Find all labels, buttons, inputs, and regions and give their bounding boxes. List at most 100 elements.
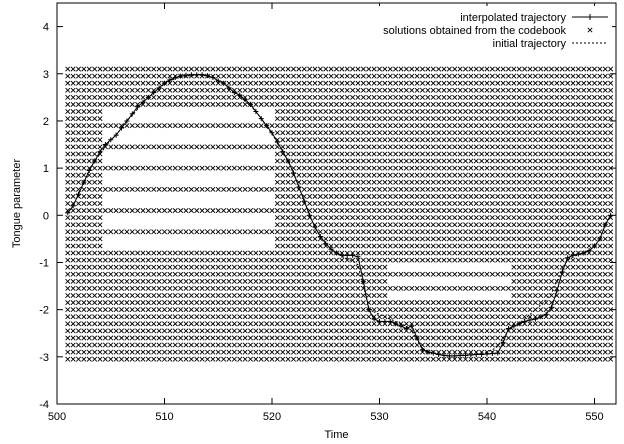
codebook-point bbox=[409, 215, 415, 221]
codebook-point bbox=[532, 356, 538, 362]
codebook-point bbox=[608, 314, 614, 320]
codebook-point bbox=[532, 321, 538, 327]
codebook-point bbox=[194, 321, 200, 327]
codebook-point bbox=[457, 101, 463, 107]
y-tick-label: 3 bbox=[43, 69, 49, 81]
codebook-point bbox=[500, 321, 506, 327]
codebook-point bbox=[258, 314, 264, 320]
codebook-point bbox=[70, 158, 76, 164]
codebook-point bbox=[382, 116, 388, 122]
codebook-point bbox=[591, 314, 598, 320]
codebook-point bbox=[355, 144, 361, 150]
codebook-point bbox=[70, 257, 76, 263]
codebook-point bbox=[194, 307, 200, 313]
codebook-point bbox=[419, 285, 426, 291]
codebook-point bbox=[554, 278, 560, 284]
codebook-point bbox=[419, 66, 426, 72]
codebook-point bbox=[360, 144, 366, 150]
codebook-point bbox=[312, 108, 318, 115]
codebook-point bbox=[419, 123, 426, 129]
codebook-point bbox=[118, 342, 125, 348]
codebook-point bbox=[586, 264, 592, 270]
codebook-point bbox=[393, 314, 399, 320]
codebook-point bbox=[221, 349, 227, 355]
codebook-point bbox=[371, 179, 377, 185]
codebook-point bbox=[210, 101, 216, 107]
codebook-point bbox=[151, 314, 157, 320]
codebook-point bbox=[328, 123, 334, 129]
codebook-point bbox=[516, 94, 522, 100]
codebook-point bbox=[436, 165, 442, 171]
codebook-point bbox=[527, 236, 533, 242]
codebook-point bbox=[81, 66, 87, 72]
codebook-point bbox=[301, 165, 307, 171]
codebook-point bbox=[323, 314, 329, 320]
codebook-point bbox=[479, 222, 485, 228]
codebook-point bbox=[269, 208, 275, 214]
codebook-point bbox=[586, 137, 592, 143]
codebook-point bbox=[151, 250, 157, 256]
codebook-point bbox=[199, 328, 205, 334]
codebook-point bbox=[403, 243, 409, 249]
codebook-point bbox=[597, 328, 603, 334]
codebook-point bbox=[430, 87, 436, 93]
interpolated-trajectory-point bbox=[339, 252, 345, 258]
codebook-point bbox=[419, 307, 426, 313]
codebook-point bbox=[538, 123, 544, 129]
interpolated-trajectory-point bbox=[205, 73, 210, 79]
codebook-point bbox=[75, 179, 82, 185]
codebook-point bbox=[178, 208, 184, 214]
codebook-point bbox=[280, 328, 286, 334]
codebook-point bbox=[608, 101, 614, 107]
codebook-point bbox=[516, 236, 522, 242]
codebook-point bbox=[554, 193, 560, 199]
codebook-point bbox=[495, 328, 501, 334]
codebook-point bbox=[419, 208, 426, 214]
codebook-point bbox=[108, 321, 114, 327]
codebook-point bbox=[86, 314, 92, 320]
codebook-point bbox=[393, 236, 399, 242]
codebook-point bbox=[323, 285, 329, 291]
codebook-point bbox=[81, 271, 87, 277]
codebook-point bbox=[339, 172, 345, 178]
codebook-point bbox=[355, 278, 361, 284]
codebook-point bbox=[597, 342, 603, 348]
codebook-point bbox=[323, 137, 329, 143]
codebook-point bbox=[339, 165, 345, 171]
codebook-point bbox=[543, 222, 549, 228]
codebook-point bbox=[516, 264, 522, 270]
codebook-point bbox=[403, 356, 409, 362]
codebook-point bbox=[140, 208, 146, 214]
codebook-point bbox=[151, 292, 157, 299]
interpolated-trajectory-point bbox=[430, 350, 436, 356]
codebook-point bbox=[199, 292, 205, 299]
codebook-point bbox=[419, 179, 426, 185]
codebook-point bbox=[92, 328, 98, 334]
codebook-point bbox=[333, 271, 340, 277]
codebook-point bbox=[290, 314, 297, 320]
codebook-point bbox=[113, 87, 119, 93]
codebook-point bbox=[371, 285, 377, 291]
codebook-point bbox=[570, 94, 576, 100]
codebook-point bbox=[290, 257, 297, 263]
codebook-point bbox=[602, 165, 608, 171]
codebook-point bbox=[543, 243, 549, 249]
codebook-point bbox=[135, 94, 141, 100]
codebook-point bbox=[479, 130, 485, 136]
codebook-point bbox=[565, 123, 571, 129]
codebook-point bbox=[468, 94, 474, 100]
codebook-point bbox=[285, 328, 291, 334]
codebook-point bbox=[473, 300, 479, 306]
codebook-point bbox=[548, 200, 555, 207]
codebook-point bbox=[608, 264, 614, 270]
codebook-point bbox=[516, 108, 522, 115]
codebook-point bbox=[565, 264, 571, 270]
codebook-point bbox=[178, 285, 184, 291]
codebook-point bbox=[274, 271, 280, 277]
codebook-point bbox=[129, 321, 135, 327]
codebook-point bbox=[129, 250, 135, 256]
codebook-point bbox=[452, 300, 458, 306]
codebook-point bbox=[290, 243, 297, 249]
codebook-point bbox=[129, 101, 135, 107]
codebook-point bbox=[575, 300, 581, 306]
